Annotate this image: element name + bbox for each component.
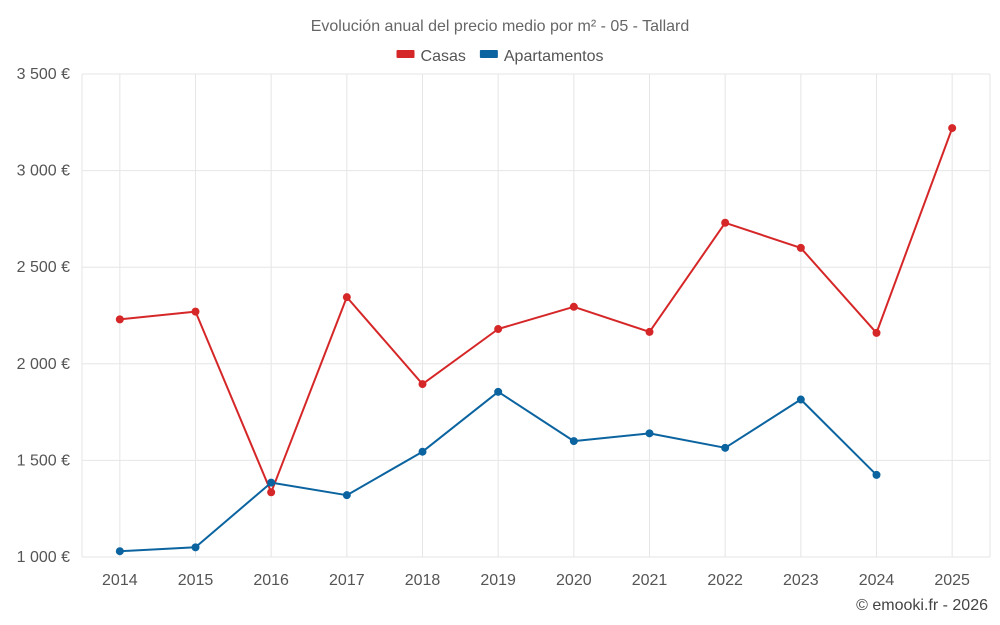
- data-point-casas[interactable]: [115, 315, 124, 324]
- x-tick-label: 2018: [405, 572, 441, 589]
- series-casas: [115, 124, 957, 497]
- data-point-casas[interactable]: [948, 124, 957, 133]
- data-point-apartamentos[interactable]: [418, 447, 427, 456]
- legend-swatch-apartamentos: [479, 50, 498, 58]
- series-apartamentos: [115, 387, 881, 556]
- series-group: [115, 124, 957, 556]
- x-axis: 2014 2015 2016 2017 2018 2019 2020 2021 2022 2023…: [102, 572, 970, 589]
- x-tick-label: 2020: [556, 572, 592, 589]
- data-point-apartamentos[interactable]: [569, 437, 578, 446]
- y-tick-label: 1 000 €: [17, 549, 70, 566]
- legend: Casas Apartamentos: [396, 48, 604, 65]
- data-point-casas[interactable]: [872, 328, 881, 337]
- data-point-apartamentos[interactable]: [494, 387, 503, 396]
- data-point-apartamentos[interactable]: [796, 395, 805, 404]
- x-tick-label: 2017: [329, 572, 365, 589]
- credit-text: © emooki.fr - 2026: [856, 597, 988, 614]
- series-line-casas: [119, 127, 954, 494]
- data-point-casas[interactable]: [494, 325, 503, 334]
- x-tick-label: 2014: [102, 572, 138, 589]
- data-point-casas[interactable]: [191, 307, 200, 316]
- y-tick-label: 2 000 €: [17, 356, 70, 373]
- data-point-casas[interactable]: [267, 488, 276, 497]
- data-point-casas[interactable]: [645, 327, 654, 336]
- y-axis: 1 000 € 1 500 € 2 000 € 2 500 € 3 000 € 3 500…: [17, 66, 70, 566]
- x-tick-label: 2025: [934, 572, 970, 589]
- data-point-apartamentos[interactable]: [267, 478, 276, 487]
- data-point-apartamentos[interactable]: [342, 491, 351, 500]
- gridlines: [81, 73, 991, 558]
- data-point-apartamentos[interactable]: [721, 443, 730, 452]
- data-point-casas[interactable]: [569, 302, 578, 311]
- legend-item-apartamentos[interactable]: Apartamentos: [479, 48, 604, 65]
- y-tick-label: 3 000 €: [17, 163, 70, 180]
- data-point-casas[interactable]: [418, 380, 427, 389]
- x-tick-label: 2023: [783, 572, 819, 589]
- x-tick-label: 2024: [859, 572, 895, 589]
- legend-swatch-casas: [396, 50, 415, 58]
- legend-item-casas[interactable]: Casas: [396, 48, 466, 65]
- data-point-casas[interactable]: [796, 243, 805, 252]
- y-tick-label: 3 500 €: [17, 66, 70, 83]
- x-tick-label: 2022: [707, 572, 743, 589]
- legend-label-apartamentos: Apartamentos: [504, 48, 604, 65]
- x-tick-label: 2016: [253, 572, 289, 589]
- legend-label-casas: Casas: [421, 48, 466, 65]
- data-point-apartamentos[interactable]: [191, 543, 200, 552]
- x-tick-label: 2015: [178, 572, 214, 589]
- x-tick-label: 2019: [480, 572, 516, 589]
- data-point-apartamentos[interactable]: [645, 429, 654, 438]
- data-point-casas[interactable]: [721, 218, 730, 227]
- y-tick-label: 1 500 €: [17, 452, 70, 469]
- y-tick-label: 2 500 €: [17, 259, 70, 276]
- data-point-apartamentos[interactable]: [872, 470, 881, 479]
- chart-title: Evolución anual del precio medio por m² …: [311, 18, 690, 35]
- x-tick-label: 2021: [632, 572, 668, 589]
- data-point-apartamentos[interactable]: [115, 547, 124, 556]
- data-point-casas[interactable]: [342, 293, 351, 302]
